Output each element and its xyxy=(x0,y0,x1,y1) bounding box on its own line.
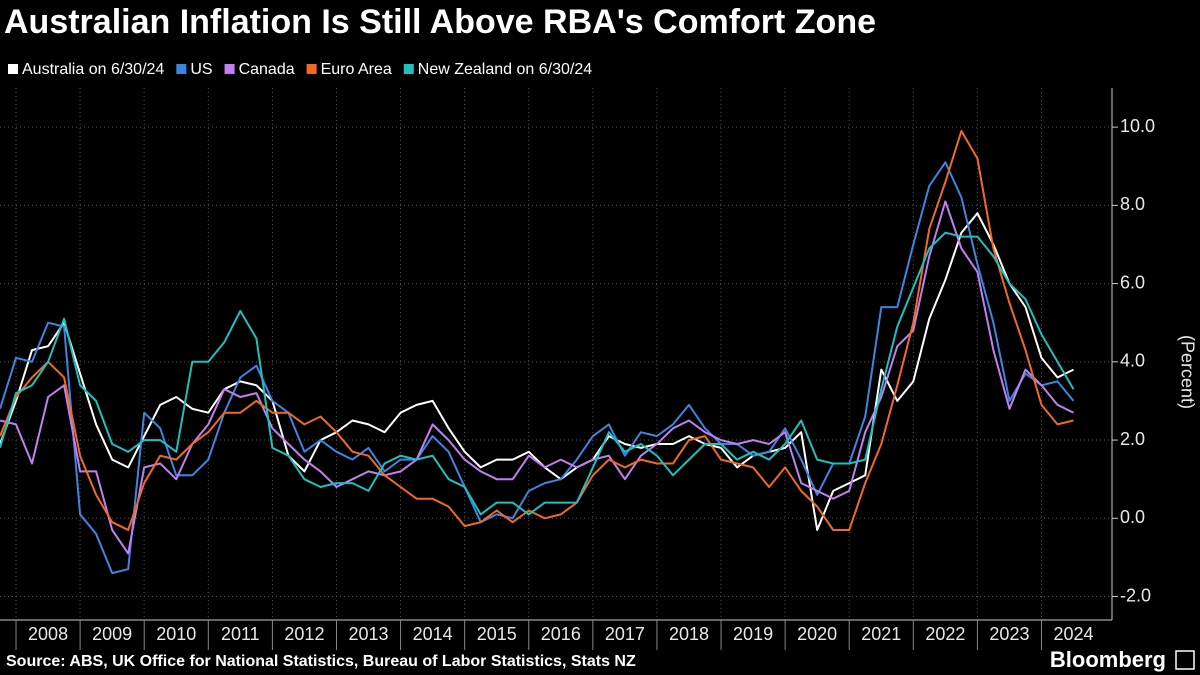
x-tick-label: 2012 xyxy=(284,624,324,644)
x-tick-label: 2020 xyxy=(797,624,837,644)
brand-icon xyxy=(1175,650,1195,670)
y-tick-label: 0.0 xyxy=(1120,507,1145,527)
y-axis-label: (Percent) xyxy=(1177,335,1197,409)
legend-label: Australia on 6/30/24 xyxy=(22,61,164,78)
series-line xyxy=(0,231,1075,516)
legend-label: Euro Area xyxy=(321,61,392,78)
x-tick-label: 2014 xyxy=(413,624,453,644)
y-tick-label: 10.0 xyxy=(1120,116,1155,136)
legend-label: US xyxy=(190,61,212,78)
legend-swatch xyxy=(306,64,317,74)
x-tick-label: 2017 xyxy=(605,624,645,644)
x-tick-label: 2023 xyxy=(989,624,1029,644)
x-tick-label: 2009 xyxy=(92,624,132,644)
y-tick-label: 4.0 xyxy=(1120,351,1145,371)
x-tick-label: 2024 xyxy=(1054,624,1094,644)
y-tick-label: 6.0 xyxy=(1120,272,1145,292)
x-tick-label: 2018 xyxy=(669,624,709,644)
y-tick-label: -2.0 xyxy=(1120,585,1151,605)
brand: Bloomberg xyxy=(1050,647,1166,672)
legend-swatch xyxy=(224,64,235,74)
x-tick-label: 2011 xyxy=(221,624,260,644)
series-line xyxy=(0,212,1074,531)
legend-label: Canada xyxy=(239,61,295,78)
series-line xyxy=(0,200,1074,555)
legend-label: New Zealand on 6/30/24 xyxy=(418,61,592,78)
y-tick-label: 8.0 xyxy=(1120,194,1145,214)
legend-swatch xyxy=(176,64,187,74)
source: Source: ABS, UK Office for National Stat… xyxy=(6,653,636,670)
legend-swatch xyxy=(8,64,18,74)
x-tick-label: 2015 xyxy=(477,624,517,644)
x-tick-label: 2019 xyxy=(733,624,773,644)
x-tick-label: 2016 xyxy=(541,624,581,644)
x-tick-label: 2013 xyxy=(349,624,389,644)
x-tick-label: 2010 xyxy=(156,624,196,644)
x-tick-label: 2022 xyxy=(925,624,965,644)
series-line xyxy=(0,161,1075,575)
y-tick-label: 2.0 xyxy=(1120,429,1145,449)
x-tick-label: 2021 xyxy=(861,624,901,644)
legend-swatch xyxy=(403,64,414,74)
series-line xyxy=(0,130,1074,531)
x-tick-label: 2008 xyxy=(28,624,68,644)
chart-title: Australian Inflation Is Still Above RBA'… xyxy=(4,3,876,41)
